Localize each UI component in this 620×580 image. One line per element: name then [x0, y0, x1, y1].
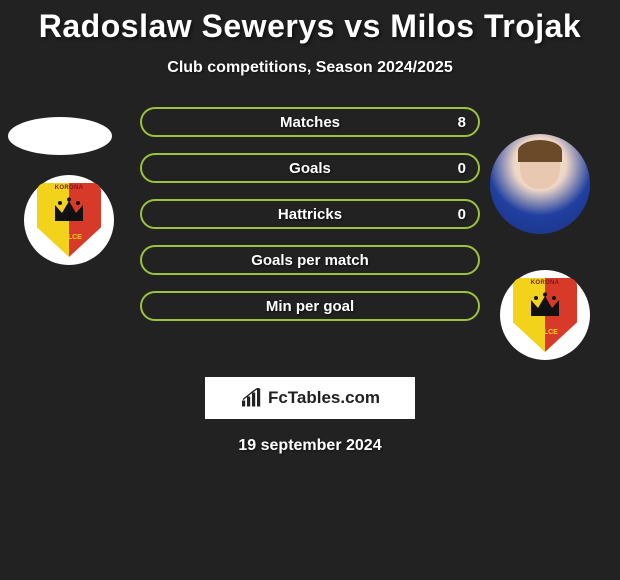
stat-value-right: 0 — [458, 160, 466, 177]
date-text: 19 september 2024 — [0, 437, 620, 455]
stat-value-right: 8 — [458, 114, 466, 131]
subtitle: Club competitions, Season 2024/2025 — [0, 59, 620, 77]
page-title: Radoslaw Sewerys vs Milos Trojak — [0, 0, 620, 45]
stat-label: Hattricks — [278, 206, 342, 223]
stat-label: Goals per match — [251, 252, 369, 269]
watermark-box: FcTables.com — [205, 377, 415, 419]
stat-label: Min per goal — [266, 298, 354, 315]
stat-row-goals: Goals 0 — [140, 153, 480, 183]
stat-row-goals-per-match: Goals per match — [140, 245, 480, 275]
stat-row-hattricks: Hattricks 0 — [140, 199, 480, 229]
stats-area: Matches 8 Goals 0 Hattricks 0 Goals per … — [0, 107, 620, 367]
stat-label: Goals — [289, 160, 331, 177]
bar-chart-icon — [240, 388, 264, 409]
stat-label: Matches — [280, 114, 340, 131]
stat-row-min-per-goal: Min per goal — [140, 291, 480, 321]
stat-value-right: 0 — [458, 206, 466, 223]
watermark-text: FcTables.com — [268, 388, 380, 408]
stat-row-matches: Matches 8 — [140, 107, 480, 137]
